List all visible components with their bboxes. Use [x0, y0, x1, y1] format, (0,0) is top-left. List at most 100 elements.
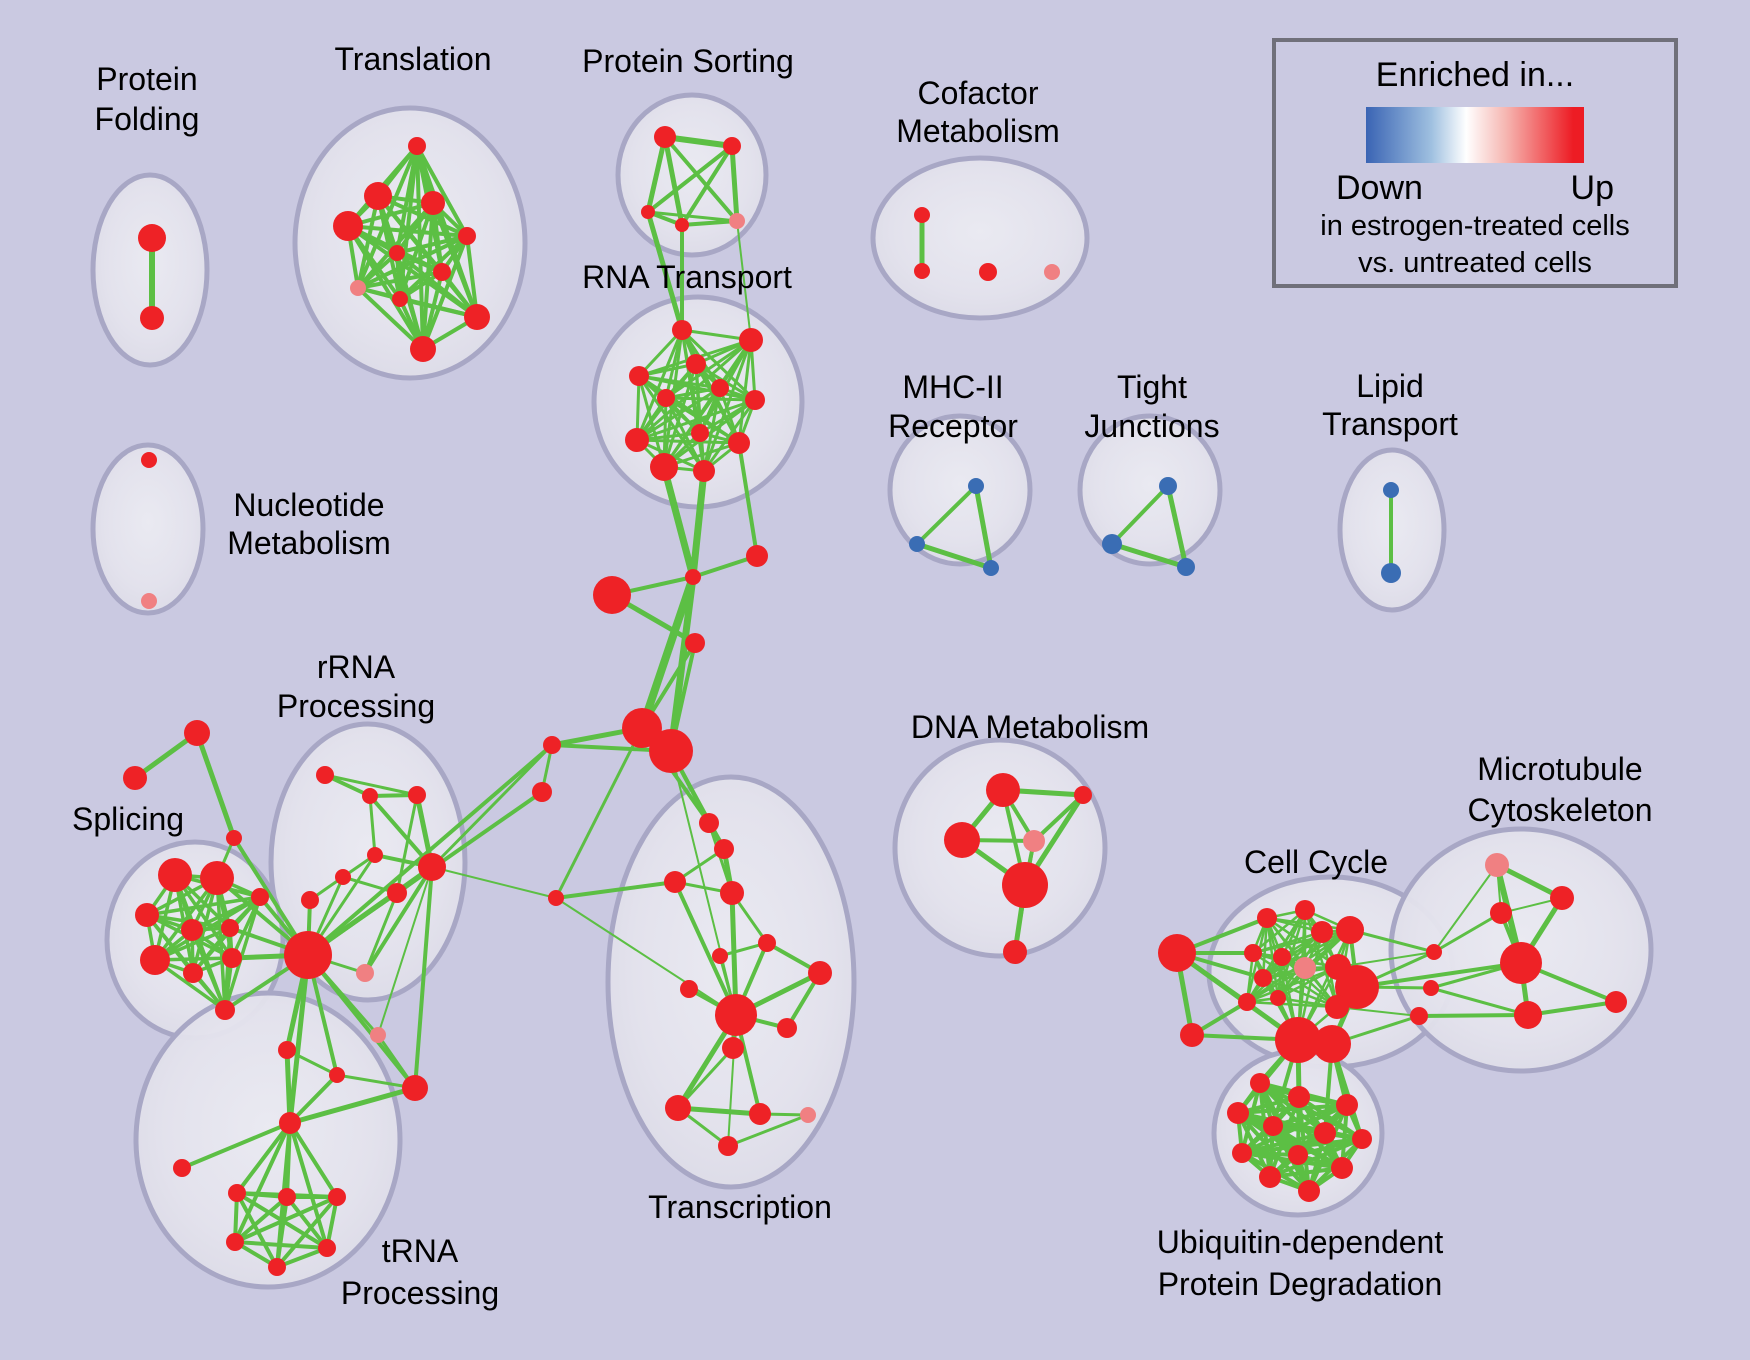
graph-node-sp8	[222, 948, 242, 968]
graph-edge	[1251, 908, 1307, 955]
graph-node-t10	[464, 304, 490, 330]
graph-node-t3	[421, 191, 445, 215]
graph-node-bb5	[622, 708, 662, 748]
graph-node-s3	[641, 205, 655, 219]
graph-node-m2	[909, 536, 925, 552]
cluster-ellipse-cofactor-metabolism	[870, 155, 1090, 321]
graph-edge	[680, 144, 734, 227]
graph-edge	[1494, 862, 1565, 901]
graph-edge	[1268, 1137, 1364, 1179]
graph-edge	[637, 374, 706, 473]
graph-edge	[284, 1047, 293, 1126]
graph-node-rr8	[301, 891, 319, 909]
graph-node-t2	[364, 182, 392, 210]
cluster-label-tight-junctions: Tight Junctions	[1084, 369, 1219, 444]
graph-node-tn7	[226, 1233, 244, 1251]
cluster-ellipse-dna-metabolism	[892, 737, 1108, 959]
graph-node-bb6	[649, 729, 693, 773]
graph-edge	[635, 438, 741, 445]
graph-edge	[180, 1121, 292, 1170]
graph-edge	[1337, 951, 1435, 968]
graph-node-rr5	[335, 869, 351, 885]
cluster-label-transcription: Transcription	[648, 1189, 832, 1225]
graph-edge	[1032, 793, 1085, 843]
graph-edge	[646, 210, 739, 223]
graph-edge	[1251, 928, 1352, 955]
graph-edge	[702, 398, 757, 473]
graph-node-tx3	[664, 871, 686, 893]
cluster-label-splicing: Splicing	[72, 801, 184, 837]
graph-node-m3	[983, 560, 999, 576]
graph-edge	[377, 866, 433, 1036]
graph-edge	[346, 224, 425, 351]
graph-node-mt3	[1490, 902, 1512, 924]
graph-edge	[395, 234, 469, 255]
graph-node-tn3	[173, 1159, 191, 1177]
graph-node-rt6	[657, 389, 675, 407]
graph-edge	[1261, 976, 1339, 1009]
graph-node-tx8	[680, 980, 698, 998]
graph-node-rt2	[739, 328, 763, 352]
graph-edge	[736, 220, 752, 341]
graph-node-pf1	[138, 224, 166, 252]
graph-node-rr7	[387, 883, 407, 903]
graph-edge	[335, 1073, 417, 1090]
graph-edge	[275, 1195, 339, 1269]
graph-node-s1	[654, 126, 676, 148]
graph-edge	[288, 1073, 339, 1125]
graph-edge	[363, 891, 399, 975]
graph-node-tx5	[712, 948, 728, 964]
graph-node-tn1	[278, 1041, 296, 1059]
graph-edge	[1355, 961, 1523, 989]
graph-node-t8	[350, 280, 366, 296]
graph-edge	[1261, 916, 1269, 980]
graph-node-c14	[1335, 965, 1379, 1009]
graph-node-t4	[333, 211, 363, 241]
graph-node-tn2	[279, 1112, 301, 1134]
graph-edge	[1348, 928, 1436, 954]
graph-node-s4	[675, 218, 689, 232]
graph-node-u8	[1232, 1143, 1252, 1163]
graph-node-bb1	[746, 545, 768, 567]
cluster-label-microtubule-cytoskeleton: Microtubule Cytoskeleton	[1468, 751, 1653, 828]
cluster-label-translation: Translation	[334, 41, 491, 77]
graph-node-mt5	[1514, 1001, 1542, 1029]
graph-node-c15	[1325, 995, 1349, 1019]
graph-node-t7	[433, 263, 451, 281]
graph-node-rr11	[402, 1075, 428, 1101]
graph-edge	[914, 541, 994, 571]
graph-node-cf1	[914, 207, 930, 223]
graph-edge	[915, 484, 978, 546]
legend-caption-line2: vs. untreated cells	[1358, 247, 1592, 279]
graph-node-u11	[1259, 1166, 1281, 1188]
graph-node-tx14	[800, 1107, 816, 1123]
graph-edge	[356, 286, 425, 351]
graph-node-u3	[1336, 1094, 1358, 1116]
graph-edge	[637, 328, 684, 378]
graph-node-rt10	[728, 432, 750, 454]
cluster-label-cell-cycle: Cell Cycle	[1244, 844, 1388, 880]
graph-edge	[1245, 965, 1340, 1004]
graph-node-rt5	[711, 379, 729, 397]
graph-edge	[1236, 1111, 1311, 1193]
graph-node-rt4	[629, 366, 649, 386]
graph-node-tx6	[758, 934, 776, 952]
graph-edge	[421, 270, 444, 351]
graph-node-c12	[1238, 993, 1256, 1011]
graph-node-pf2	[140, 306, 164, 330]
graph-node-u10	[1331, 1157, 1353, 1179]
graph-node-tx11	[777, 1018, 797, 1038]
graph-edge	[145, 895, 262, 917]
graph-edge	[415, 144, 469, 238]
graph-edge	[554, 726, 644, 900]
graph-edge	[1245, 1000, 1339, 1009]
graph-edge	[635, 338, 753, 442]
graph-node-tri3	[226, 830, 242, 846]
graph-edge	[430, 743, 554, 869]
cluster-label-dna-metabolism: DNA Metabolism	[911, 709, 1149, 745]
graph-node-u1	[1250, 1073, 1270, 1093]
graph-edge	[662, 134, 685, 228]
graph-edge	[363, 865, 434, 975]
graph-node-t1	[408, 137, 426, 155]
graph-node-rr3	[408, 786, 426, 804]
